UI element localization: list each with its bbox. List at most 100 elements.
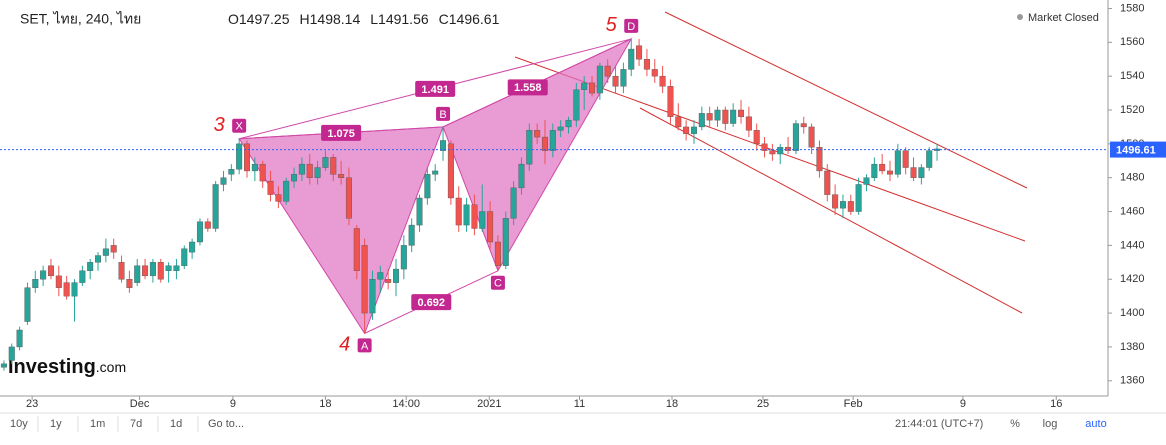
candle-body	[730, 109, 737, 124]
pattern-point-label: A	[361, 340, 369, 352]
ohlc-value: 1496.61	[449, 11, 500, 27]
candle-body	[479, 211, 486, 229]
y-tick-label: 1400	[1120, 307, 1144, 319]
candle-body	[871, 163, 878, 178]
ohlc-label: C	[439, 11, 449, 27]
candle-body	[573, 89, 580, 121]
ohlc-label: O	[228, 11, 239, 27]
candle-body	[855, 184, 862, 212]
candle-body	[8, 346, 15, 361]
candle-body	[165, 265, 172, 271]
candle-body	[408, 224, 415, 246]
candle-body	[134, 265, 141, 283]
candle-body	[651, 69, 658, 77]
candle-body	[369, 279, 376, 314]
candle-body	[792, 123, 799, 151]
candle-body	[400, 245, 407, 270]
candle-body	[71, 282, 78, 297]
candle-body	[604, 65, 611, 77]
pattern-point-label: C	[494, 278, 502, 290]
y-tick-label: 1540	[1120, 70, 1144, 82]
pattern-point-label: D	[627, 21, 635, 33]
candle-body	[157, 262, 164, 280]
candle-body	[424, 174, 431, 199]
candle-body	[879, 163, 886, 172]
candle-body	[440, 140, 447, 151]
range-button[interactable]: 1y	[50, 418, 62, 430]
candle-body	[345, 177, 352, 219]
y-tick-label: 1560	[1120, 36, 1144, 48]
candle-body	[330, 157, 337, 175]
candle-body	[181, 248, 188, 266]
y-tick-label: 1520	[1120, 104, 1144, 116]
candle-body	[738, 109, 745, 117]
axis-option[interactable]: %	[1010, 418, 1020, 430]
candle-body	[0, 363, 7, 368]
candle-body	[800, 123, 807, 128]
clock: 21:44:01 (UTC+7)	[895, 418, 983, 430]
candle-body	[612, 75, 619, 87]
x-tick-label: 2021	[477, 398, 501, 410]
ratio-box	[411, 294, 452, 311]
candle-body	[447, 143, 454, 199]
x-tick-label: 23	[26, 398, 38, 410]
y-tick-label: 1480	[1120, 172, 1144, 184]
candle-body	[659, 75, 666, 87]
candle-body	[675, 116, 682, 128]
candle-body	[283, 180, 290, 202]
x-tick-label: 18	[666, 398, 678, 410]
x-tick-label: 18	[319, 398, 331, 410]
candle-body	[526, 130, 533, 165]
axis-option[interactable]: auto	[1085, 418, 1106, 430]
x-tick-label: Dec	[130, 398, 150, 410]
candle-body	[16, 329, 23, 348]
y-tick-label: 1460	[1120, 205, 1144, 217]
candle-body	[816, 147, 823, 172]
candle-body	[926, 150, 933, 168]
channel-top	[664, 11, 1028, 189]
x-tick-label: 25	[757, 398, 769, 410]
candle-body	[338, 174, 345, 178]
candle-body	[487, 211, 494, 243]
ratio-box	[415, 80, 456, 97]
candle-body	[55, 275, 62, 288]
pattern-point-box	[436, 106, 451, 121]
candle-body	[541, 136, 548, 151]
candle-body	[847, 201, 854, 212]
candle-body	[298, 163, 305, 175]
handwritten-note: 4	[339, 334, 350, 356]
axis-option[interactable]: log	[1043, 418, 1058, 430]
candle-body	[47, 265, 54, 277]
logo: Investing.com	[8, 356, 126, 378]
pattern-point-box	[357, 338, 372, 353]
candle-body	[79, 270, 86, 283]
candle-body	[510, 187, 517, 219]
logo-suffix: .com	[96, 359, 126, 375]
goto-button[interactable]: Go to...	[208, 418, 244, 430]
candle-body	[502, 218, 509, 266]
candle-body	[189, 241, 196, 253]
range-button[interactable]: 1m	[90, 418, 105, 430]
market-status: Market Closed	[1028, 12, 1099, 24]
range-button[interactable]: 10y	[10, 418, 28, 430]
candle-body	[392, 268, 399, 283]
logo-text: Investing	[8, 356, 96, 378]
candle-body	[769, 150, 776, 155]
candle-body	[565, 119, 572, 128]
candle-body	[620, 69, 627, 87]
range-button[interactable]: 7d	[130, 418, 142, 430]
handwritten-note: 5	[606, 14, 618, 36]
ohlc-value: 1497.25	[239, 11, 290, 27]
candle-body	[102, 248, 109, 256]
y-tick-label: 1360	[1120, 375, 1144, 387]
x-tick-label: Feb	[844, 398, 863, 410]
status-dot	[1017, 14, 1023, 20]
ratio-box	[321, 124, 362, 141]
channel-bottom	[639, 107, 1023, 314]
candle-body	[236, 143, 243, 170]
x-tick-label: 14:00	[392, 398, 420, 410]
candle-body	[87, 262, 94, 271]
range-button[interactable]: 1d	[170, 418, 182, 430]
candle-body	[518, 163, 525, 189]
candle-body	[589, 82, 596, 94]
